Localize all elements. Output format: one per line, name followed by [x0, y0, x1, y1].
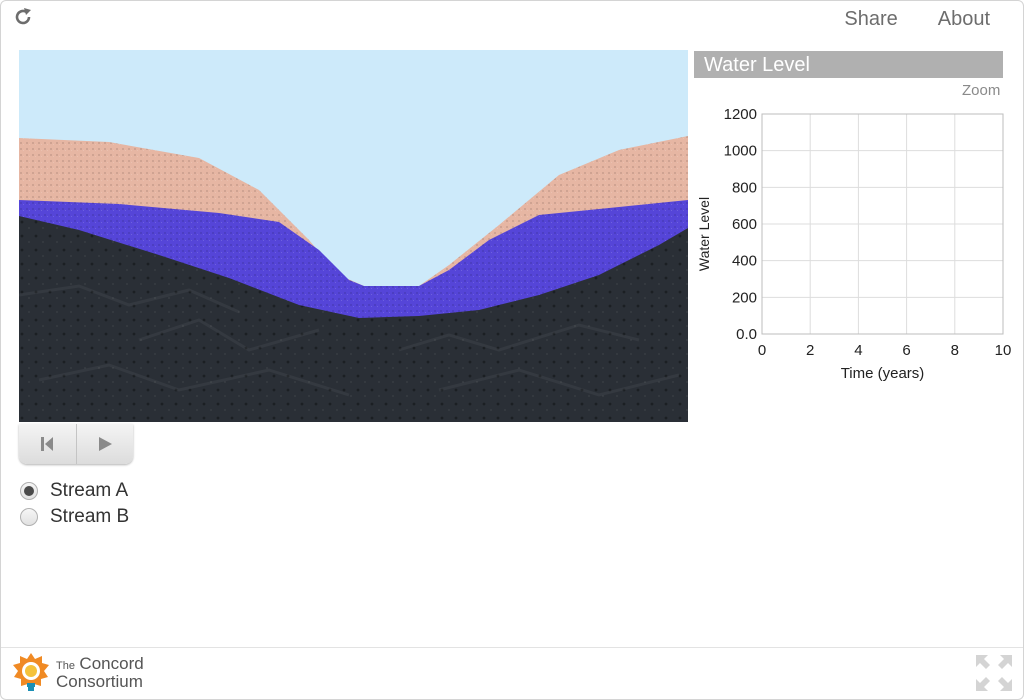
radio-stream-b[interactable]: Stream B: [20, 504, 129, 530]
reset-button[interactable]: [19, 424, 76, 464]
y-tick-label: 1200: [724, 106, 757, 123]
radio-stream-a[interactable]: Stream A: [20, 478, 129, 504]
logo-text-concord: Concord: [79, 654, 144, 673]
x-tick-label: 4: [854, 342, 862, 359]
reload-icon[interactable]: [12, 6, 34, 28]
top-nav: Share About: [844, 8, 990, 31]
y-axis-label: Water Level: [696, 197, 712, 271]
concord-logo[interactable]: The Concord Consortium: [12, 651, 152, 695]
skip-back-icon: [41, 437, 54, 451]
logo-text-the: The: [56, 660, 75, 672]
about-link[interactable]: About: [937, 8, 990, 30]
radio-button[interactable]: [20, 508, 38, 526]
x-tick-label: 2: [806, 342, 814, 359]
x-tick-label: 8: [951, 342, 959, 359]
x-axis-label: Time (years): [841, 365, 925, 382]
x-tick-label: 0: [758, 342, 766, 359]
logo-text-consortium: Consortium: [56, 672, 143, 691]
y-tick-label: 1000: [724, 143, 757, 160]
footer-divider: [1, 647, 1023, 648]
y-tick-label: 600: [732, 216, 757, 233]
y-tick-label: 0.0: [736, 326, 757, 343]
stream-selector: Stream A Stream B: [20, 478, 129, 530]
lightbulb-logo-icon: [13, 653, 49, 691]
radio-label: Stream B: [50, 506, 130, 527]
zoom-button[interactable]: Zoom: [962, 82, 1001, 99]
radio-label: Stream A: [50, 480, 129, 501]
y-tick-label: 400: [732, 253, 757, 270]
simulation-canvas[interactable]: [19, 50, 688, 422]
y-tick-label: 800: [732, 179, 757, 196]
x-tick-label: 6: [902, 342, 910, 359]
playback-controls: [19, 424, 133, 464]
play-icon: [98, 437, 112, 451]
plot-area[interactable]: [761, 113, 1004, 335]
fullscreen-icon[interactable]: [975, 654, 1013, 692]
water-level-graph: 0 2 4 6 8 10 0.0 200 400 600 800 1000 1200 Time (ye…: [694, 100, 1014, 395]
play-button[interactable]: [75, 424, 134, 464]
y-tick-label: 200: [732, 289, 757, 306]
x-tick-label: 10: [995, 342, 1012, 359]
share-link[interactable]: Share: [844, 8, 898, 30]
graph-title: Water Level: [694, 51, 1003, 78]
radio-button[interactable]: [20, 482, 38, 500]
